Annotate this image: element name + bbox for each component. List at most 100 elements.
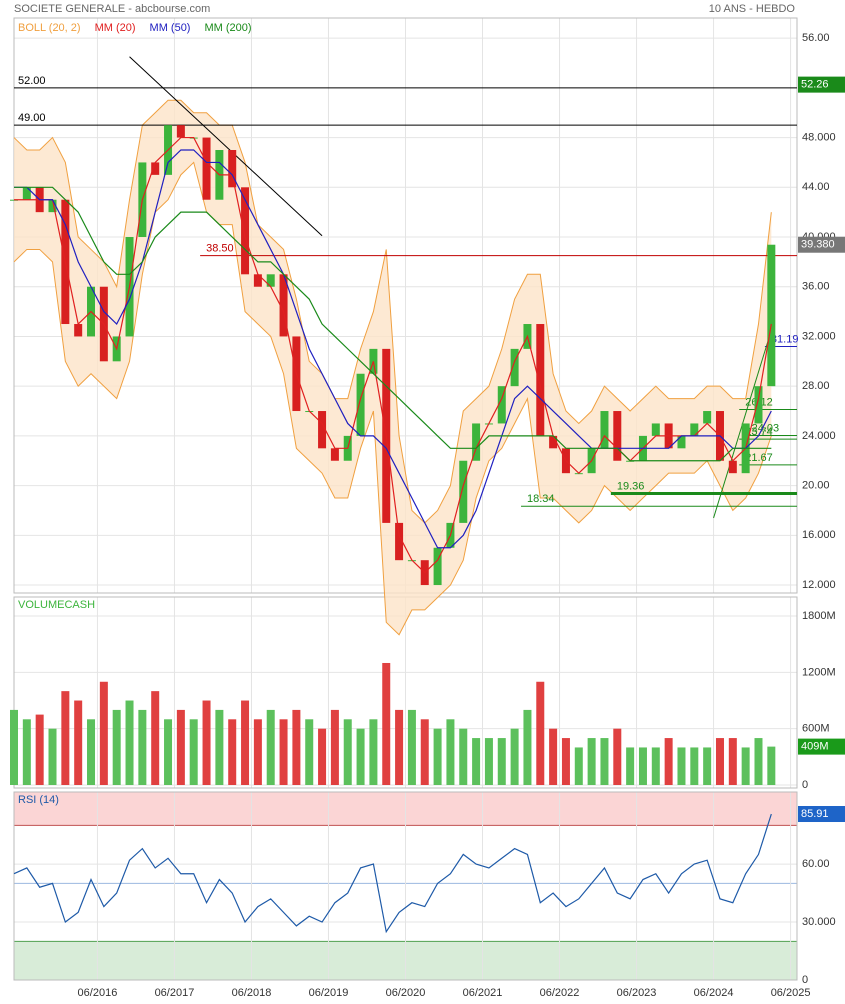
volume-bar (241, 700, 250, 785)
x-tick-label: 06/2025 (771, 987, 811, 999)
volume-bar (356, 728, 365, 785)
volume-bar (305, 719, 314, 785)
volume-bar (369, 719, 378, 785)
volume-bar (587, 738, 596, 785)
candle (690, 423, 699, 436)
candle (754, 386, 763, 424)
moving-average (14, 186, 772, 462)
y-tick-label: 44.00 (802, 181, 830, 193)
level-label: 38.50 (206, 243, 234, 255)
volume-bar (549, 728, 558, 785)
value-box (798, 236, 845, 253)
y-tick-label: 32.000 (802, 330, 836, 342)
candle (613, 411, 622, 461)
candle (651, 423, 660, 436)
x-tick-label: 06/2019 (309, 987, 349, 999)
level-label: 19.36 (617, 480, 645, 492)
volume-bar (523, 709, 532, 785)
volume-bar (536, 681, 545, 785)
volume-bar (446, 719, 455, 785)
volume-bar (138, 709, 147, 785)
x-tick-label: 06/2016 (78, 987, 118, 999)
y-tick-label: 30.000 (802, 916, 836, 928)
volume-bar (87, 719, 96, 785)
volume-bar (638, 747, 647, 785)
candle (253, 274, 262, 287)
bollinger-line (13, 161, 772, 636)
volume-bar (497, 738, 506, 785)
volume-bar (164, 719, 173, 785)
candle (728, 460, 737, 474)
volume-bar (677, 747, 686, 785)
volume-bar (48, 728, 57, 785)
volume-bar (74, 700, 83, 785)
chart-title: SOCIETE GENERALE - abcbourse.com (14, 3, 210, 15)
level-label: 49.00 (18, 112, 46, 124)
volume-bar (228, 719, 237, 785)
candle (510, 348, 519, 387)
bollinger-band (14, 100, 772, 635)
volume-bar (112, 709, 121, 785)
y-tick-label: 0 (802, 974, 808, 986)
x-tick-label: 06/2024 (694, 987, 734, 999)
level-label: 52.00 (18, 75, 46, 87)
candle (74, 324, 83, 337)
candle (536, 324, 545, 436)
value-box-label: 39.380 (801, 239, 835, 251)
panel-title: RSI (14) (18, 794, 59, 806)
candle (395, 522, 404, 561)
value-box-label: 409M (801, 741, 829, 753)
volume-bar (266, 709, 275, 785)
candle (202, 137, 211, 200)
value-box (798, 738, 845, 755)
candle (703, 411, 712, 424)
moving-average (14, 136, 772, 574)
y-tick-label: 600M (802, 723, 830, 735)
candle (677, 435, 686, 449)
volume-bar (22, 719, 31, 785)
volume-bar (382, 662, 391, 785)
candle (356, 373, 365, 436)
volume-bar (741, 747, 750, 785)
candle (22, 187, 31, 200)
y-tick-label: 20.00 (802, 480, 830, 492)
candle (48, 199, 57, 213)
y-tick-label: 48.000 (802, 131, 836, 143)
volume-bar (651, 747, 660, 785)
y-tick-label: 60.00 (802, 858, 830, 870)
value-box-label: 52.26 (801, 79, 829, 91)
volume-bar (626, 747, 635, 785)
volume-bar (664, 738, 673, 785)
volume-bar (292, 709, 301, 785)
volume-bar (61, 691, 70, 785)
y-tick-label: 16.000 (802, 529, 836, 541)
volume-bar (407, 709, 416, 785)
volume-bar (600, 738, 609, 785)
trendline (129, 56, 323, 237)
y-tick-label: 1200M (802, 666, 836, 678)
legend-entry: MM (200) (204, 22, 251, 34)
volume-bar (343, 719, 352, 785)
rsi-line (13, 813, 772, 934)
x-tick-label: 06/2021 (463, 987, 503, 999)
volume-bar (35, 714, 44, 785)
y-tick-label: 12.000 (802, 579, 836, 591)
candle (176, 125, 185, 138)
x-tick-label: 06/2022 (540, 987, 580, 999)
candle (497, 386, 506, 424)
level-label: 18.34 (527, 493, 555, 505)
candle (549, 435, 558, 449)
volume-bar (472, 738, 481, 785)
volume-bar (728, 738, 737, 785)
volume-bar (279, 719, 288, 785)
volume-bar (433, 728, 442, 785)
volume-bar (703, 747, 712, 785)
volume-bar (330, 709, 339, 785)
x-tick-label: 06/2017 (155, 987, 195, 999)
volume-bar (561, 738, 570, 785)
legend-entry: MM (20) (95, 22, 136, 34)
volume-bar (484, 738, 493, 785)
value-box-label: 85.91 (801, 808, 829, 820)
volume-bar (202, 700, 211, 785)
